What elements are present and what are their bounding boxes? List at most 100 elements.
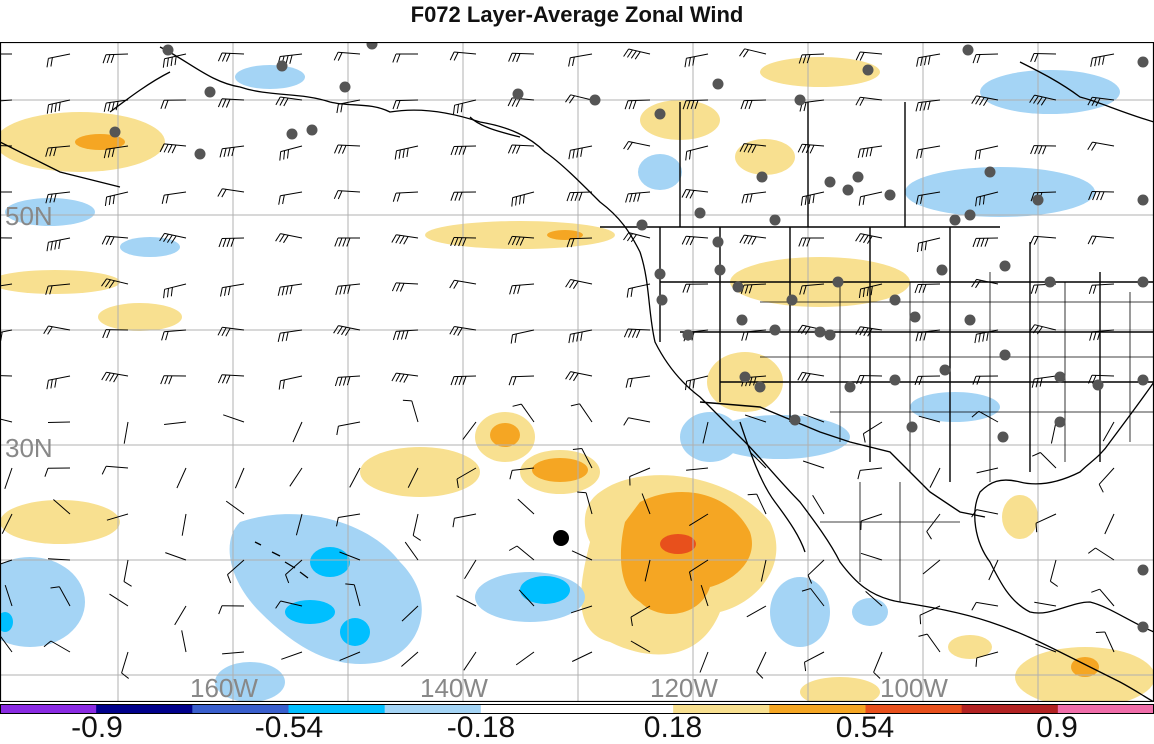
wind-barb-flag	[1036, 523, 1037, 532]
station-marker	[790, 415, 801, 426]
station-marker	[287, 129, 298, 140]
wind-barb-flag	[403, 400, 412, 401]
station-marker	[1055, 417, 1066, 428]
station-marker	[733, 282, 744, 293]
station-marker	[513, 89, 524, 100]
map-title: F072 Layer-Average Zonal Wind	[0, 0, 1154, 30]
wind-barb-flag	[1096, 632, 1105, 633]
station-marker	[853, 172, 864, 183]
wind-barb-shaft	[1034, 192, 1056, 193]
wind-barb-shaft	[628, 100, 650, 101]
colorbar-tick-label: -0.9	[71, 712, 123, 744]
station-marker	[277, 61, 288, 72]
station-marker	[998, 432, 1009, 443]
station-marker	[110, 127, 121, 138]
station-marker	[795, 95, 806, 106]
lon-label-120w: 120W	[650, 673, 718, 702]
lat-label-50n: 50N	[5, 201, 53, 231]
station-marker	[940, 365, 951, 376]
station-marker	[937, 265, 948, 276]
station-marker	[1138, 622, 1149, 633]
lon-label-100w: 100W	[880, 673, 948, 702]
wind-barb-shaft	[918, 284, 940, 285]
station-marker	[195, 149, 206, 160]
wind-barb-shaft	[976, 54, 998, 55]
station-marker	[637, 220, 648, 231]
station-marker	[843, 185, 854, 196]
station-marker	[1138, 195, 1149, 206]
station-marker	[755, 382, 766, 393]
wind-barb-shaft	[570, 192, 592, 193]
colorbar-tick-label: 0.54	[836, 712, 894, 744]
station-marker	[985, 167, 996, 178]
station-marker	[307, 125, 318, 136]
station-marker	[907, 422, 918, 433]
station-marker	[1138, 375, 1149, 386]
station-marker	[1045, 277, 1056, 288]
station-marker	[965, 315, 976, 326]
station-marker	[890, 295, 901, 306]
map-panel: 50N 30N 160W 140W 120W 100W	[0, 42, 1154, 702]
station-marker	[715, 265, 726, 276]
colorbar-ticks: -0.9 -0.54 -0.18 0.18 0.54 0.9	[0, 712, 1154, 743]
station-marker	[1138, 565, 1149, 576]
wind-barb-shaft	[396, 100, 418, 101]
station-marker	[890, 375, 901, 386]
station-marker	[657, 295, 668, 306]
station-marker	[713, 79, 724, 90]
lat-label-30n: 30N	[5, 433, 53, 463]
station-marker	[1033, 195, 1044, 206]
colorbar-tick-label: 0.18	[644, 712, 702, 744]
wind-barb-shaft	[1034, 54, 1056, 55]
station-marker	[655, 109, 666, 120]
station-marker	[863, 65, 874, 76]
wind-barb-flag	[748, 494, 757, 495]
station-marker	[963, 45, 974, 56]
station-marker	[833, 277, 844, 288]
wind-barb-shaft	[1092, 192, 1114, 193]
wind-barb-shaft	[454, 376, 476, 377]
wind-barb-shaft	[744, 100, 766, 101]
wind-barb-shaft	[0, 145, 12, 146]
colorbar-tick-label: 0.9	[1036, 712, 1078, 744]
station-marker	[205, 87, 216, 98]
lon-label-140w: 140W	[420, 673, 488, 702]
station-marker	[340, 82, 351, 93]
wind-barb-shaft	[686, 100, 708, 101]
wind-barb-shaft	[512, 376, 534, 377]
wind-barb-shaft	[454, 146, 476, 147]
wind-barb-shaft	[570, 238, 592, 239]
station-marker	[965, 210, 976, 221]
station-marker	[815, 327, 826, 338]
station-marker	[787, 295, 798, 306]
station-marker	[683, 330, 694, 341]
wind-barb-shaft	[222, 238, 244, 239]
station-marker	[1093, 380, 1104, 391]
wind-barb-shaft	[860, 376, 882, 377]
station-marker	[737, 315, 748, 326]
colorbar-tick-label: -0.54	[255, 712, 323, 744]
highlight-point-marker	[553, 530, 569, 546]
station-marker	[1000, 261, 1011, 272]
station-marker	[757, 172, 768, 183]
station-marker	[713, 237, 724, 248]
station-marker	[1138, 277, 1149, 288]
wind-barb-shaft	[0, 375, 12, 376]
station-marker	[845, 382, 856, 393]
station-marker	[1000, 350, 1011, 361]
station-marker	[695, 208, 706, 219]
wind-barb-shaft	[106, 54, 128, 55]
station-marker	[1138, 57, 1149, 68]
lon-label-160w: 160W	[190, 673, 258, 702]
station-marker	[885, 190, 896, 201]
wind-barb-shaft	[48, 422, 70, 423]
station-marker	[590, 95, 601, 106]
station-marker	[825, 177, 836, 188]
station-marker	[770, 215, 781, 226]
colorbar-tick-label: -0.18	[447, 712, 515, 744]
station-marker	[770, 325, 781, 336]
wind-barb-flag	[920, 615, 921, 624]
station-marker	[163, 45, 174, 56]
station-marker	[825, 330, 836, 341]
station-marker	[950, 215, 961, 226]
